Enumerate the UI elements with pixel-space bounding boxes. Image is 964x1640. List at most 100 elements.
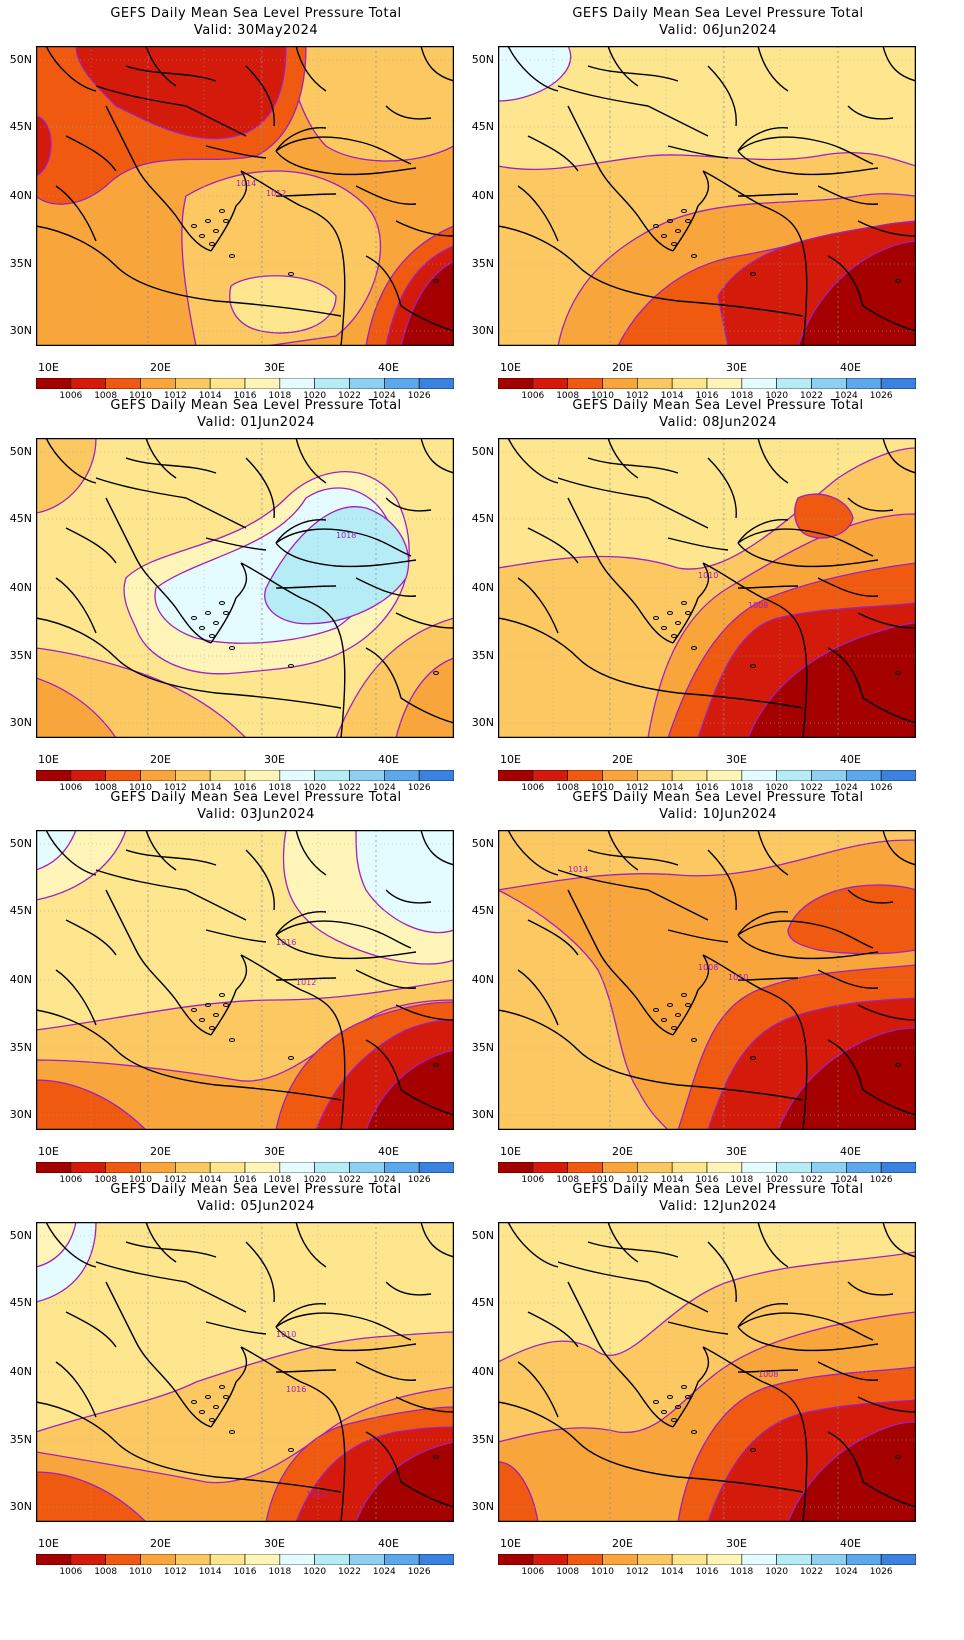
colorbar-label: 1008 — [94, 391, 118, 401]
colorbar-swatch — [105, 1554, 141, 1565]
latitude-label: 45N — [9, 512, 32, 525]
map-frame — [498, 438, 916, 738]
colorbar-label: 1026 — [407, 1567, 431, 1577]
latitude-label: 40N — [9, 581, 32, 594]
colorbar-swatch — [314, 1162, 350, 1173]
island — [661, 626, 667, 630]
island — [213, 1405, 219, 1409]
colorbar-swatch — [384, 378, 420, 389]
colorbar-label: 1022 — [338, 391, 361, 401]
contour-label: 1016 — [276, 938, 296, 947]
latitude-label: 35N — [9, 1041, 32, 1054]
longitude-label: 30E — [726, 361, 747, 374]
coastline — [702, 562, 808, 738]
coastline — [737, 585, 799, 589]
pressure-band — [355, 830, 454, 934]
pressure-band — [787, 1421, 916, 1522]
contour-label: 1016 — [286, 1385, 306, 1394]
coastline — [827, 1039, 916, 1116]
longitude-label: 10E — [38, 1537, 59, 1550]
island — [671, 1418, 677, 1422]
coastline — [498, 1401, 804, 1493]
map-frame — [498, 1222, 916, 1522]
coastline — [205, 1241, 275, 1335]
colorbar — [36, 770, 454, 781]
latitude-label: 50N — [471, 1229, 494, 1242]
colorbar-swatch — [567, 1162, 603, 1173]
colorbar-label: 1008 — [94, 783, 118, 793]
latitude-label: 35N — [471, 1041, 494, 1054]
colorbar-swatch — [706, 378, 743, 389]
island — [691, 254, 697, 258]
colorbar-swatch — [741, 1554, 777, 1565]
contour-label: 1012 — [296, 978, 316, 987]
colorbar-label: 1016 — [233, 391, 257, 401]
colorbar-swatch — [70, 1554, 106, 1565]
coastline — [275, 1326, 417, 1352]
island — [288, 1056, 294, 1060]
longitude-label: 20E — [612, 361, 633, 374]
colorbar-label: 1020 — [765, 1567, 789, 1577]
map-panel: GEFS Daily Mean Sea Level Pressure Total… — [0, 1176, 482, 1586]
coastline — [517, 1361, 559, 1418]
colorbar-swatch — [105, 1162, 141, 1173]
longitude-label: 40E — [378, 1145, 399, 1158]
colorbar-swatch — [567, 1554, 603, 1565]
coastline — [45, 830, 327, 876]
coastline — [567, 497, 674, 644]
longitude-label: 40E — [378, 753, 399, 766]
island — [191, 1008, 197, 1012]
colorbar-swatch — [244, 1162, 281, 1173]
coastline — [507, 1222, 789, 1268]
island — [229, 1430, 235, 1434]
colorbar-swatch — [846, 378, 882, 389]
panel-title: GEFS Daily Mean Sea Level Pressure Total — [572, 6, 864, 21]
colorbar-swatch — [776, 378, 812, 389]
colorbar-swatch — [498, 378, 534, 389]
coastline — [385, 1281, 432, 1296]
pressure-map: 1016 1012 — [36, 830, 454, 1130]
latitude-label: 40N — [471, 581, 494, 594]
coastline — [36, 617, 342, 709]
coastline — [205, 65, 275, 159]
island — [213, 1013, 219, 1017]
longitude-label: 20E — [150, 753, 171, 766]
coastline — [667, 1241, 737, 1335]
coastline — [567, 1281, 674, 1428]
coastline — [498, 617, 804, 709]
colorbar-swatch — [706, 1554, 743, 1565]
longitude-label: 30E — [726, 753, 747, 766]
coastline — [702, 1346, 808, 1522]
island — [213, 229, 219, 233]
longitude-label: 10E — [500, 1537, 521, 1550]
longitude-label: 20E — [150, 1537, 171, 1550]
colorbar-swatch — [880, 1554, 916, 1565]
coastline — [847, 105, 894, 120]
island — [205, 1395, 211, 1399]
coastline — [498, 1009, 804, 1101]
colorbar-label: 1010 — [129, 1175, 152, 1185]
latitude-label: 35N — [471, 257, 494, 270]
island — [667, 1395, 673, 1399]
coastline — [420, 1222, 454, 1258]
colorbar-label: 1016 — [233, 783, 257, 793]
latitude-label: 30N — [471, 1108, 494, 1121]
island — [229, 646, 235, 650]
colorbar-swatch — [741, 1162, 777, 1173]
coastline — [105, 497, 212, 644]
coastline — [737, 934, 879, 960]
colorbar-swatch — [36, 770, 72, 781]
island — [219, 1385, 225, 1389]
colorbar-swatch — [279, 1554, 315, 1565]
coastline — [36, 1401, 342, 1493]
longitude-label: 30E — [726, 1537, 747, 1550]
colorbar-label: 1024 — [834, 783, 858, 793]
colorbar-label: 1010 — [591, 1567, 614, 1577]
island — [685, 1003, 691, 1007]
latitude-label: 50N — [471, 837, 494, 850]
colorbar-swatch — [498, 770, 534, 781]
colorbar-swatch — [532, 770, 568, 781]
island — [661, 234, 667, 238]
colorbar-label: 1016 — [695, 783, 719, 793]
island — [671, 1026, 677, 1030]
